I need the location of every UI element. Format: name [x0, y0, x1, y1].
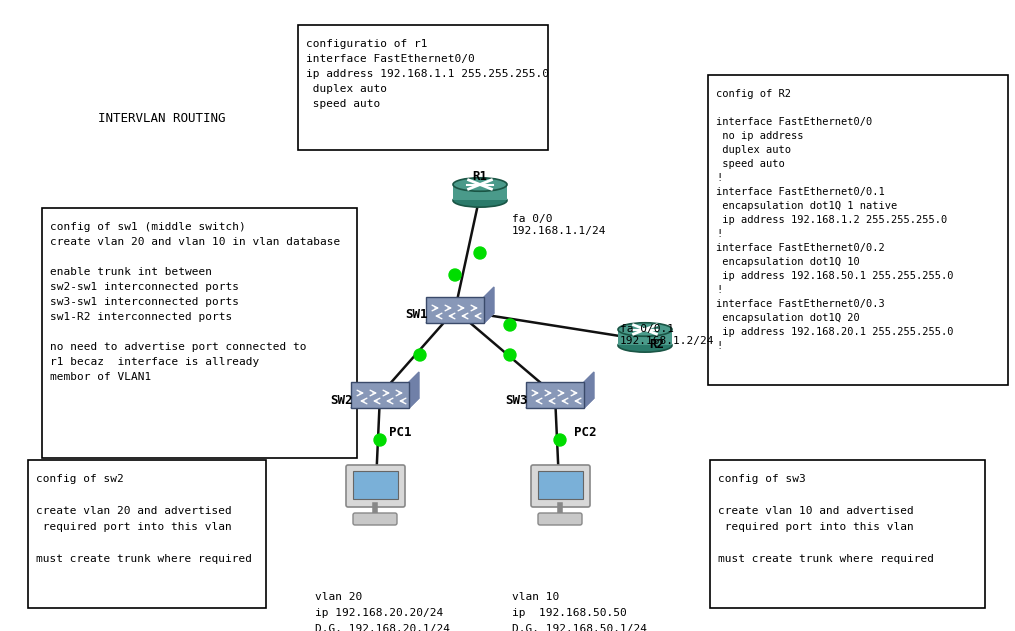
- Text: !: !: [716, 341, 723, 351]
- Text: encapsulation dot1Q 10: encapsulation dot1Q 10: [716, 257, 860, 267]
- Text: vlan 10: vlan 10: [512, 592, 559, 602]
- Circle shape: [504, 319, 516, 331]
- Text: interface FastEthernet0/0: interface FastEthernet0/0: [306, 54, 475, 64]
- Text: fa 0/0.1
192.168.1.2/24: fa 0/0.1 192.168.1.2/24: [620, 324, 715, 346]
- Text: !: !: [716, 173, 723, 183]
- Text: encapsulation dot1Q 1 native: encapsulation dot1Q 1 native: [716, 201, 897, 211]
- Text: enable trunk int between: enable trunk int between: [50, 267, 212, 277]
- FancyBboxPatch shape: [531, 465, 590, 507]
- Text: duplex auto: duplex auto: [306, 84, 387, 94]
- Polygon shape: [584, 372, 594, 408]
- Text: required port into this vlan: required port into this vlan: [36, 522, 231, 532]
- Text: sw1-R2 interconnected ports: sw1-R2 interconnected ports: [50, 312, 232, 322]
- Text: PC2: PC2: [573, 427, 596, 440]
- Ellipse shape: [453, 194, 508, 207]
- Text: interface FastEthernet0/0.2: interface FastEthernet0/0.2: [716, 243, 885, 253]
- Text: must create trunk where required: must create trunk where required: [718, 554, 934, 564]
- FancyBboxPatch shape: [353, 513, 397, 525]
- FancyBboxPatch shape: [351, 382, 409, 408]
- Text: ip address 192.168.20.1 255.255.255.0: ip address 192.168.20.1 255.255.255.0: [716, 327, 953, 337]
- Text: ip  192.168.50.50: ip 192.168.50.50: [512, 608, 626, 618]
- Text: must create trunk where required: must create trunk where required: [36, 554, 252, 564]
- Text: !: !: [716, 285, 723, 295]
- Polygon shape: [409, 372, 419, 408]
- Text: no need to advertise port connected to: no need to advertise port connected to: [50, 342, 307, 352]
- Text: PC1: PC1: [389, 427, 411, 440]
- Text: fa 0/0
192.168.1.1/24: fa 0/0 192.168.1.1/24: [512, 214, 607, 236]
- Circle shape: [414, 349, 426, 361]
- Ellipse shape: [618, 339, 672, 352]
- Text: INTERVLAN ROUTING: INTERVLAN ROUTING: [98, 112, 225, 124]
- Polygon shape: [484, 287, 494, 323]
- Circle shape: [374, 434, 386, 446]
- Text: R2: R2: [650, 338, 665, 351]
- Ellipse shape: [618, 322, 672, 336]
- Text: duplex auto: duplex auto: [716, 145, 791, 155]
- Text: D.G. 192.168.50.1/24: D.G. 192.168.50.1/24: [512, 624, 647, 631]
- Text: ip address 192.168.1.2 255.255.255.0: ip address 192.168.1.2 255.255.255.0: [716, 215, 947, 225]
- Text: ip address 192.168.1.1 255.255.255.0: ip address 192.168.1.1 255.255.255.0: [306, 69, 549, 79]
- FancyBboxPatch shape: [28, 460, 266, 608]
- Text: R1: R1: [473, 170, 487, 184]
- Text: interface FastEthernet0/0: interface FastEthernet0/0: [716, 117, 872, 127]
- FancyBboxPatch shape: [710, 460, 985, 608]
- Text: required port into this vlan: required port into this vlan: [718, 522, 914, 532]
- Text: configuratio of r1: configuratio of r1: [306, 39, 427, 49]
- Polygon shape: [426, 313, 494, 323]
- Text: config of R2: config of R2: [716, 89, 791, 99]
- Text: config of sw3: config of sw3: [718, 474, 806, 484]
- Text: config of sw2: config of sw2: [36, 474, 124, 484]
- Circle shape: [554, 434, 566, 446]
- Text: ip address 192.168.50.1 255.255.255.0: ip address 192.168.50.1 255.255.255.0: [716, 271, 953, 281]
- Polygon shape: [351, 398, 419, 408]
- Text: interface FastEthernet0/0.1: interface FastEthernet0/0.1: [716, 187, 885, 197]
- Text: D.G. 192.168.20.1/24: D.G. 192.168.20.1/24: [315, 624, 450, 631]
- Text: SW3: SW3: [505, 394, 528, 406]
- Text: vlan 20: vlan 20: [315, 592, 362, 602]
- Ellipse shape: [453, 178, 508, 191]
- Text: membor of VLAN1: membor of VLAN1: [50, 372, 151, 382]
- FancyBboxPatch shape: [453, 184, 508, 201]
- FancyBboxPatch shape: [426, 297, 484, 323]
- Text: config of sw1 (middle switch): config of sw1 (middle switch): [50, 222, 246, 232]
- FancyBboxPatch shape: [618, 329, 672, 345]
- Text: speed auto: speed auto: [306, 99, 381, 109]
- FancyBboxPatch shape: [42, 208, 357, 458]
- Text: !: !: [716, 229, 723, 239]
- Text: sw2-sw1 interconnected ports: sw2-sw1 interconnected ports: [50, 282, 239, 292]
- Text: ip 192.168.20.20/24: ip 192.168.20.20/24: [315, 608, 444, 618]
- Text: encapsulation dot1Q 20: encapsulation dot1Q 20: [716, 313, 860, 323]
- Text: no ip address: no ip address: [716, 131, 804, 141]
- Circle shape: [474, 247, 486, 259]
- Polygon shape: [526, 398, 594, 408]
- FancyBboxPatch shape: [708, 75, 1008, 385]
- Text: SW2: SW2: [331, 394, 353, 406]
- Circle shape: [504, 349, 516, 361]
- FancyBboxPatch shape: [538, 471, 583, 499]
- Text: create vlan 10 and advertised: create vlan 10 and advertised: [718, 506, 914, 516]
- Text: r1 becaz  interface is allready: r1 becaz interface is allready: [50, 357, 259, 367]
- FancyBboxPatch shape: [298, 25, 548, 150]
- Text: create vlan 20 and vlan 10 in vlan database: create vlan 20 and vlan 10 in vlan datab…: [50, 237, 340, 247]
- Circle shape: [449, 269, 461, 281]
- FancyBboxPatch shape: [526, 382, 584, 408]
- Text: speed auto: speed auto: [716, 159, 785, 169]
- Text: interface FastEthernet0/0.3: interface FastEthernet0/0.3: [716, 299, 885, 309]
- FancyBboxPatch shape: [353, 471, 398, 499]
- Text: SW1: SW1: [406, 309, 428, 322]
- Text: create vlan 20 and advertised: create vlan 20 and advertised: [36, 506, 231, 516]
- FancyBboxPatch shape: [538, 513, 582, 525]
- Text: sw3-sw1 interconnected ports: sw3-sw1 interconnected ports: [50, 297, 239, 307]
- FancyBboxPatch shape: [346, 465, 405, 507]
